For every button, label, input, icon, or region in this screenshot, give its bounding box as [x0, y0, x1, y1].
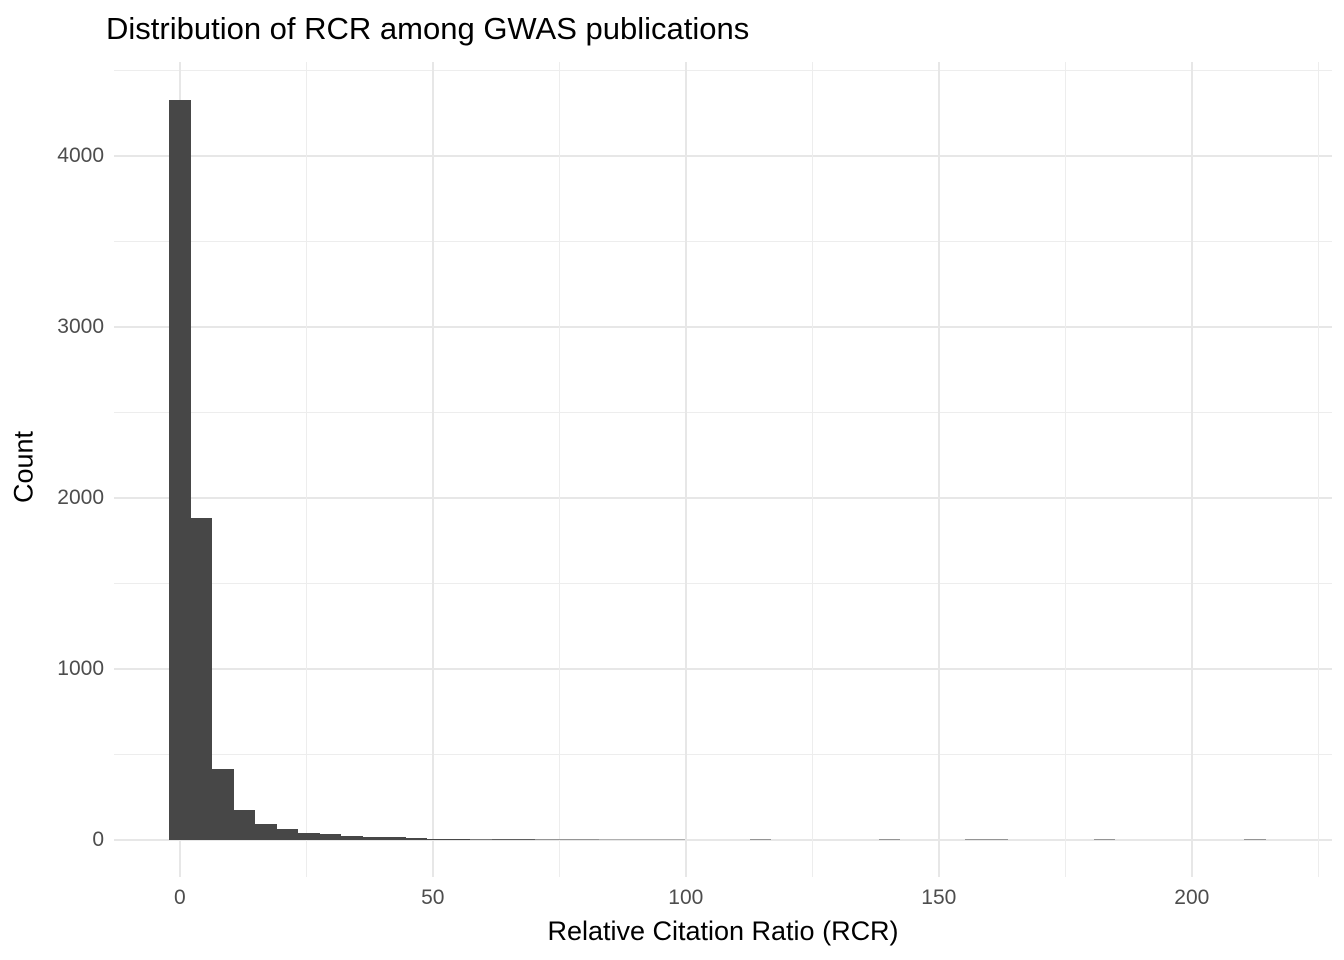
histogram-bar	[1244, 838, 1266, 840]
x-axis-title: Relative Citation Ratio (RCR)	[547, 916, 899, 946]
histogram-bar	[964, 838, 987, 840]
y-minor-gridline	[114, 411, 1332, 414]
histogram-bar	[577, 838, 600, 840]
histogram-bar	[620, 838, 643, 840]
x-minor-gridline	[1317, 62, 1319, 877]
y-major-gridline	[114, 155, 1332, 157]
histogram-bar	[298, 833, 320, 840]
histogram-bar	[405, 838, 428, 840]
histogram-bar	[470, 838, 492, 840]
x-minor-gridline	[558, 62, 560, 877]
y-tick-label: 1000	[57, 656, 104, 680]
histogram-bar	[534, 838, 557, 840]
y-major-gridline	[114, 667, 1332, 670]
histogram-bar	[556, 838, 578, 840]
x-tick-label: 100	[668, 886, 704, 909]
histogram-bar	[233, 809, 255, 840]
plot-panel	[114, 62, 1332, 877]
y-tick-label: 0	[92, 827, 104, 851]
histogram-bar	[663, 838, 686, 840]
histogram-bar	[384, 837, 406, 840]
x-major-gridline	[1190, 62, 1193, 877]
y-axis-title: Count	[8, 430, 39, 504]
histogram-bar	[491, 838, 514, 840]
histogram-bar	[878, 838, 901, 840]
y-minor-gridline	[114, 582, 1332, 585]
y-tick-label: 3000	[57, 314, 104, 338]
y-minor-gridline	[114, 69, 1332, 72]
histogram-bar	[190, 518, 212, 840]
x-major-gridline	[684, 62, 687, 877]
x-tick-label: 0	[173, 886, 186, 909]
histogram-bar	[448, 838, 471, 840]
histogram-bar	[341, 835, 363, 840]
histogram-bar	[255, 824, 277, 840]
histogram-bar	[513, 838, 535, 840]
x-minor-gridline	[1064, 62, 1066, 877]
histogram-bar	[362, 836, 385, 840]
histogram-bar	[169, 99, 191, 840]
y-tick-label: 2000	[57, 485, 104, 509]
histogram-bar	[1093, 838, 1116, 840]
histogram-bar	[749, 838, 772, 840]
y-tick-label: 4000	[57, 144, 104, 168]
y-major-gridline	[114, 497, 1332, 499]
x-minor-gridline	[305, 62, 307, 877]
x-major-gridline	[431, 62, 434, 877]
histogram-bar	[986, 838, 1008, 840]
histogram-bar	[642, 838, 664, 840]
y-major-gridline	[114, 326, 1332, 328]
histogram-bar	[319, 834, 342, 840]
x-major-gridline	[937, 62, 940, 877]
x-tick-label: 50	[421, 886, 445, 909]
y-minor-gridline	[114, 753, 1332, 756]
histogram-bar	[427, 838, 449, 840]
histogram-bar	[599, 838, 621, 840]
y-minor-gridline	[114, 240, 1332, 243]
chart-title: Distribution of RCR among GWAS publicati…	[106, 11, 750, 46]
x-minor-gridline	[811, 62, 813, 877]
histogram-bar	[212, 768, 234, 840]
x-tick-label: 150	[921, 886, 957, 909]
histogram-bar	[276, 829, 299, 840]
y-major-gridline	[114, 838, 1332, 841]
x-tick-label: 200	[1174, 886, 1210, 909]
